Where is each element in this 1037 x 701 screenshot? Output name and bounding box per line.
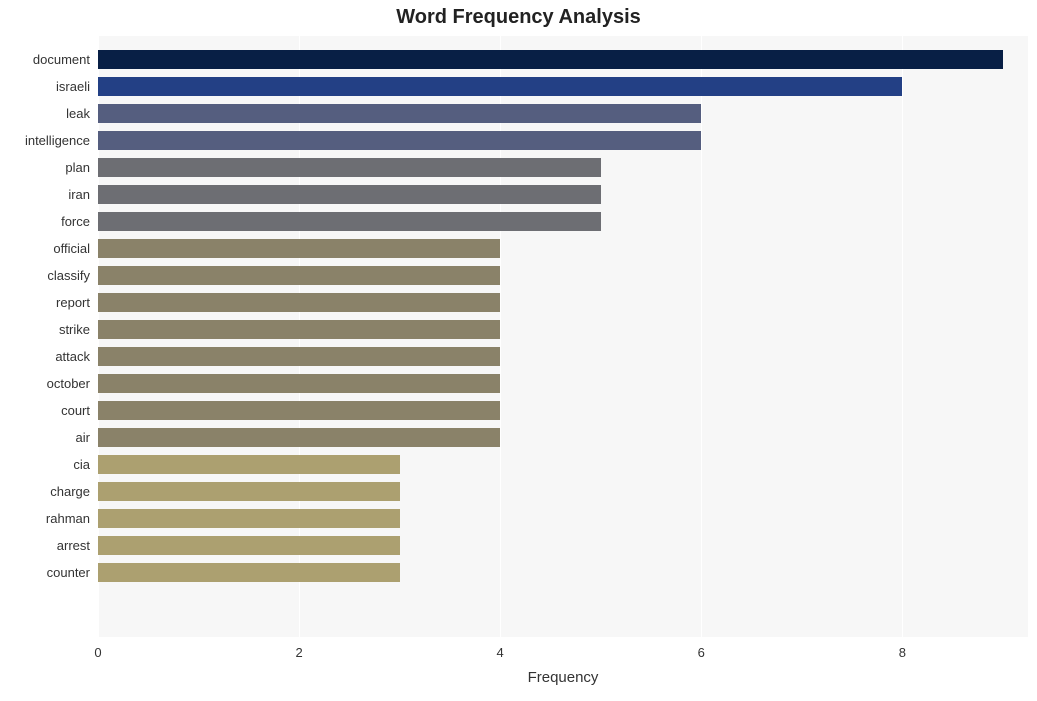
x-axis-tick: 8 — [899, 645, 906, 660]
bar — [98, 374, 500, 393]
x-axis-ticks: 02468 — [98, 645, 1028, 665]
y-axis-label: classify — [47, 268, 90, 283]
x-axis-title: Frequency — [98, 669, 1028, 686]
y-axis-label: air — [76, 430, 90, 445]
bar — [98, 131, 701, 150]
y-axis-label: counter — [47, 565, 90, 580]
y-axis-label: iran — [68, 187, 90, 202]
bar — [98, 212, 601, 231]
bar — [98, 347, 500, 366]
y-axis-label: charge — [50, 484, 90, 499]
bar — [98, 104, 701, 123]
bar — [98, 482, 400, 501]
bar — [98, 509, 400, 528]
bar — [98, 428, 500, 447]
chart-title: Word Frequency Analysis — [0, 6, 1037, 29]
y-axis-label: israeli — [56, 79, 90, 94]
y-axis-label: arrest — [57, 538, 90, 553]
x-axis-tick: 6 — [698, 645, 705, 660]
bar — [98, 536, 400, 555]
y-axis-label: plan — [65, 160, 90, 175]
y-axis-label: attack — [55, 349, 90, 364]
bar — [98, 239, 500, 258]
bar — [98, 401, 500, 420]
x-axis-tick: 4 — [497, 645, 504, 660]
y-axis-label: strike — [59, 322, 90, 337]
bar — [98, 158, 601, 177]
bar — [98, 293, 500, 312]
bar — [98, 455, 400, 474]
y-axis-label: official — [53, 241, 90, 256]
y-axis-label: intelligence — [25, 133, 90, 148]
y-axis-label: report — [56, 295, 90, 310]
bar — [98, 50, 1003, 69]
plot-area — [98, 36, 1028, 637]
bar — [98, 185, 601, 204]
bar — [98, 320, 500, 339]
y-axis-label: force — [61, 214, 90, 229]
y-axis-label: leak — [66, 106, 90, 121]
bar — [98, 563, 400, 582]
y-axis-label: court — [61, 403, 90, 418]
chart-container: Word Frequency Analysis document israeli l… — [0, 0, 1037, 701]
y-axis-label: document — [33, 52, 90, 67]
y-axis-label: october — [47, 376, 90, 391]
x-axis-tick: 2 — [295, 645, 302, 660]
y-axis-label: rahman — [46, 511, 90, 526]
y-axis-labels: document israeli leak intelligence plan iran f… — [0, 36, 98, 637]
bar — [98, 77, 902, 96]
x-axis-tick: 0 — [94, 645, 101, 660]
bars-layer — [98, 36, 1028, 637]
bar — [98, 266, 500, 285]
y-axis-label: cia — [73, 457, 90, 472]
